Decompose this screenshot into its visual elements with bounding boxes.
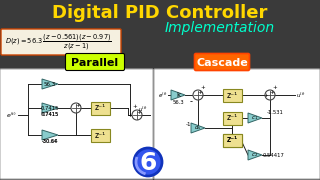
- Text: +: +: [197, 90, 202, 95]
- FancyBboxPatch shape: [0, 69, 153, 179]
- Text: $u^{(t)}$: $u^{(t)}$: [138, 105, 148, 114]
- Text: z⁻¹: z⁻¹: [227, 114, 237, 123]
- Text: +: +: [200, 85, 205, 90]
- Text: Cascade: Cascade: [196, 58, 248, 68]
- Text: z⁻¹: z⁻¹: [94, 130, 106, 140]
- Text: Parallel: Parallel: [71, 58, 119, 68]
- Circle shape: [132, 110, 142, 120]
- FancyBboxPatch shape: [1, 29, 121, 55]
- Text: Implementation: Implementation: [165, 21, 275, 35]
- Text: z⁻¹: z⁻¹: [227, 136, 237, 145]
- Text: 0.7415: 0.7415: [41, 112, 59, 117]
- Text: z⁻¹: z⁻¹: [227, 136, 237, 145]
- Text: 0.7415: 0.7415: [41, 105, 59, 111]
- FancyBboxPatch shape: [222, 111, 242, 125]
- Text: $d_s$: $d_s$: [194, 123, 202, 132]
- Text: +: +: [128, 113, 132, 118]
- Text: -30.64: -30.64: [42, 139, 59, 144]
- Text: +: +: [132, 104, 137, 109]
- Text: 56.3: 56.3: [44, 82, 56, 87]
- FancyBboxPatch shape: [66, 53, 124, 71]
- Polygon shape: [42, 103, 58, 113]
- FancyBboxPatch shape: [91, 129, 109, 141]
- Text: z⁻¹: z⁻¹: [227, 91, 237, 100]
- Polygon shape: [248, 150, 262, 160]
- Text: +: +: [136, 110, 141, 115]
- Text: -: -: [189, 97, 193, 106]
- FancyBboxPatch shape: [154, 69, 320, 179]
- Text: -30.64: -30.64: [42, 139, 58, 144]
- Text: +: +: [263, 93, 268, 98]
- FancyBboxPatch shape: [91, 102, 109, 114]
- Text: -1: -1: [186, 122, 191, 127]
- Circle shape: [134, 148, 162, 176]
- Text: +: +: [75, 103, 80, 108]
- Text: 0.7415: 0.7415: [41, 112, 59, 117]
- Text: $D(z)=56.3\,\dfrac{(z-0.561)(z-0.97)}{z(z-1)}$: $D(z)=56.3\,\dfrac{(z-0.561)(z-0.97)}{z(…: [5, 32, 112, 51]
- Text: +: +: [269, 90, 274, 95]
- FancyBboxPatch shape: [222, 134, 242, 147]
- Text: $u^{(t)}$: $u^{(t)}$: [296, 90, 306, 100]
- Text: 6: 6: [139, 151, 157, 175]
- Polygon shape: [42, 79, 58, 89]
- Polygon shape: [171, 90, 185, 100]
- Text: 0.54417: 0.54417: [263, 153, 285, 158]
- Circle shape: [265, 90, 275, 100]
- Text: +: +: [272, 85, 277, 90]
- FancyBboxPatch shape: [195, 53, 250, 71]
- Circle shape: [71, 103, 81, 113]
- Text: $c_2$: $c_2$: [252, 151, 259, 159]
- Polygon shape: [248, 113, 262, 123]
- Circle shape: [193, 90, 203, 100]
- Polygon shape: [191, 123, 205, 133]
- Text: k: k: [176, 92, 180, 98]
- Text: 56.3: 56.3: [172, 100, 184, 105]
- Text: -1.531: -1.531: [267, 110, 284, 115]
- Text: $e^{(t)}$: $e^{(t)}$: [158, 90, 168, 100]
- Text: z⁻¹: z⁻¹: [94, 103, 106, 112]
- FancyBboxPatch shape: [222, 89, 242, 102]
- Text: $c_1$: $c_1$: [252, 114, 259, 122]
- Polygon shape: [42, 130, 58, 140]
- Text: Digital PID Controller: Digital PID Controller: [52, 4, 268, 22]
- Text: $e^{(t)}$: $e^{(t)}$: [6, 110, 17, 120]
- FancyBboxPatch shape: [222, 134, 242, 147]
